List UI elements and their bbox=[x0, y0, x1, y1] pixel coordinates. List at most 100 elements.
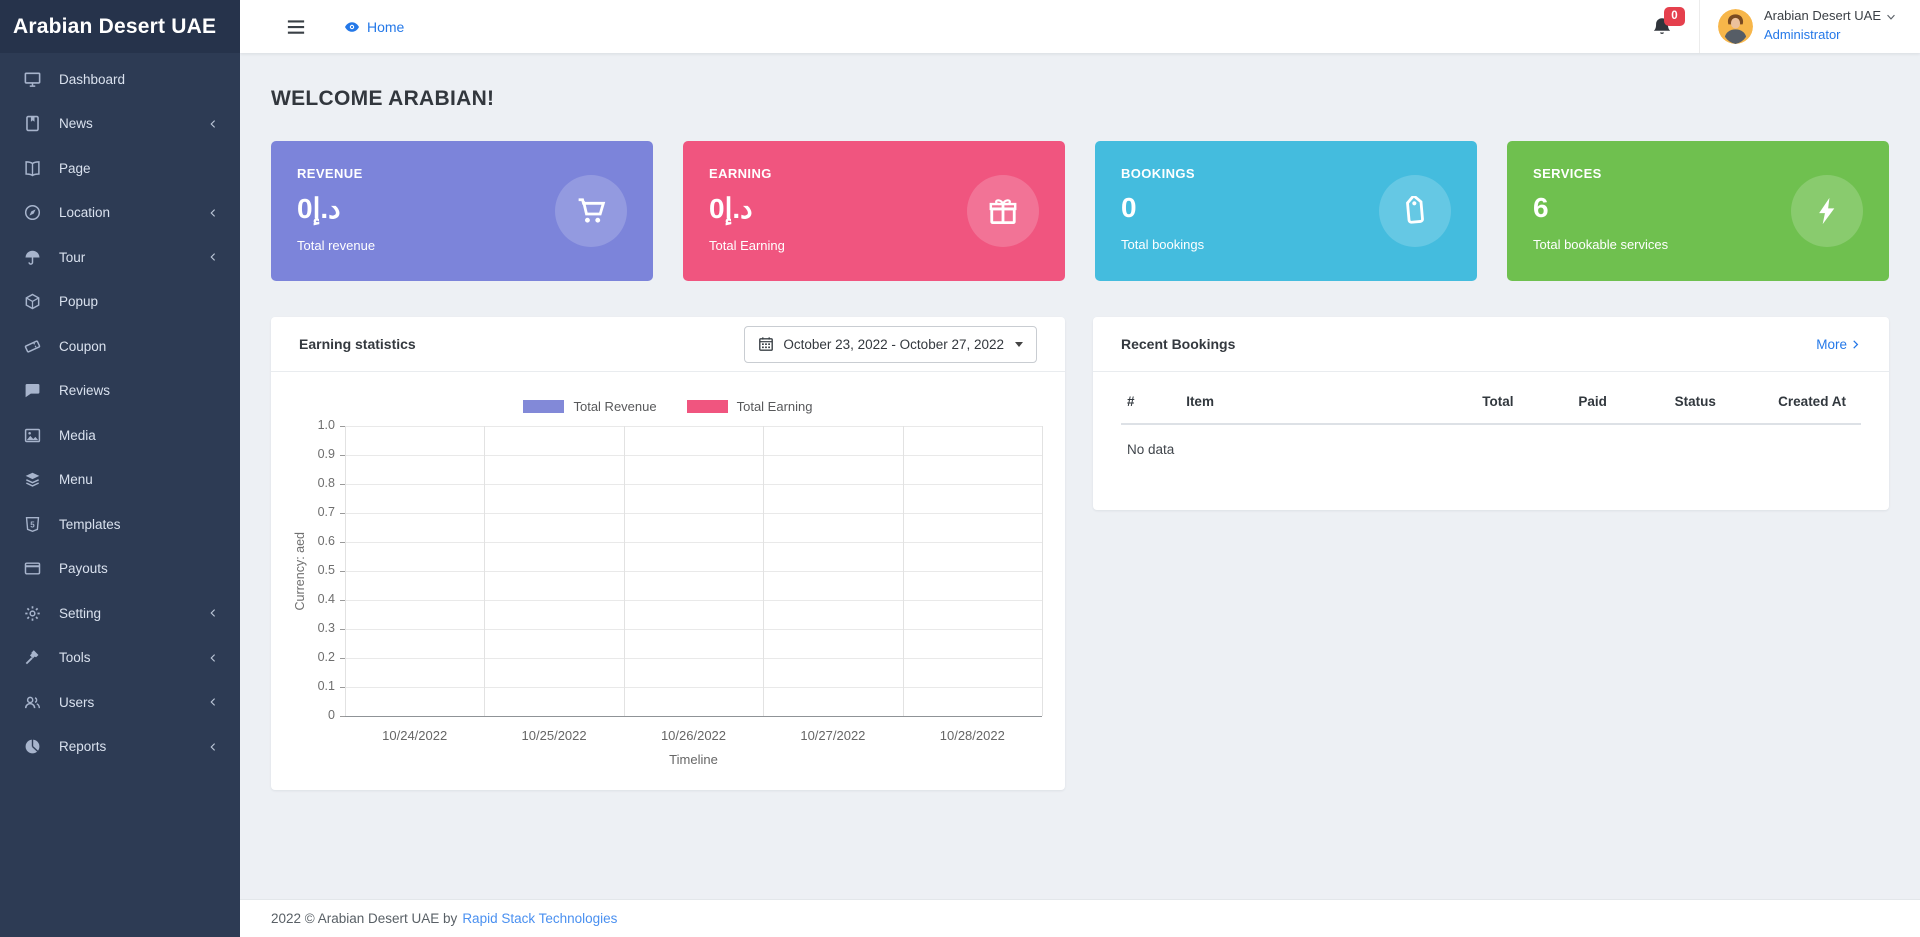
sidebar-item-label: Tour bbox=[59, 249, 86, 265]
bolt-icon bbox=[1791, 175, 1863, 247]
credit-card-icon bbox=[24, 560, 41, 577]
footer: 2022 © Arabian Desert UAE by Rapid Stack… bbox=[240, 899, 1920, 937]
chart-gridline-h bbox=[345, 513, 1042, 514]
chart-gridline-h bbox=[345, 542, 1042, 543]
sidebar-item-popup[interactable]: Popup bbox=[0, 280, 240, 325]
footer-copyright: 2022 © Arabian Desert UAE by bbox=[271, 911, 458, 926]
bookings-panel-title: Recent Bookings bbox=[1121, 336, 1236, 352]
legend-item-total-revenue: Total Revenue bbox=[523, 399, 657, 414]
user-menu[interactable]: Arabian Desert UAE Administrator bbox=[1700, 8, 1920, 44]
footer-vendor-link[interactable]: Rapid Stack Technologies bbox=[462, 911, 618, 926]
sidebar-item-label: Menu bbox=[59, 472, 93, 488]
legend-label: Total Earning bbox=[736, 399, 813, 414]
monitor-icon bbox=[24, 71, 41, 88]
sidebar-item-reviews[interactable]: Reviews bbox=[0, 369, 240, 414]
notifications-button[interactable]: 0 bbox=[1651, 6, 1685, 38]
stat-card-subtitle: Total revenue bbox=[297, 238, 376, 253]
chart-gridline-h bbox=[345, 629, 1042, 630]
stat-card-bookings[interactable]: BOOKINGS 0 Total bookings bbox=[1095, 141, 1477, 281]
news-icon bbox=[24, 115, 41, 132]
stat-card-earning[interactable]: EARNING د.إ0 Total Earning bbox=[683, 141, 1065, 281]
chart-gridline-h bbox=[345, 687, 1042, 688]
chart-ytick bbox=[340, 513, 345, 514]
sidebar-item-setting[interactable]: Setting bbox=[0, 591, 240, 636]
stat-card-value: 6 bbox=[1533, 192, 1549, 223]
chart-gridline-v bbox=[623, 426, 625, 716]
bookings-table-header-row: # Item Total Paid Status Created At bbox=[1121, 378, 1861, 425]
breadcrumb[interactable]: Home bbox=[344, 19, 404, 35]
sidebar-item-menu[interactable]: Menu bbox=[0, 458, 240, 503]
sidebar-item-tour[interactable]: Tour bbox=[0, 235, 240, 280]
user-name: Arabian Desert UAE bbox=[1763, 8, 1881, 24]
stat-card-subtitle: Total bookings bbox=[1121, 237, 1205, 252]
more-link-label: More bbox=[1816, 336, 1847, 352]
chart-gridline-h bbox=[345, 571, 1042, 572]
sidebar-item-location[interactable]: Location bbox=[0, 191, 240, 236]
more-link[interactable]: More bbox=[1816, 337, 1861, 352]
sidebar-item-coupon[interactable]: Coupon bbox=[0, 324, 240, 369]
chart-ytick bbox=[340, 571, 345, 572]
sidebar-item-users[interactable]: Users bbox=[0, 680, 240, 725]
image-icon bbox=[24, 427, 41, 444]
chart-plot-area: 0 0.1 0.2 0.3 0.4 0.5 0.6 0.7 0.8 0.9 1.0 10/24/202… bbox=[293, 418, 1043, 767]
sidebar-item-page[interactable]: Page bbox=[0, 146, 240, 191]
users-icon bbox=[24, 694, 41, 711]
sidebar-item-label: Coupon bbox=[59, 338, 107, 354]
chart-legend: Total Revenue Total Earning bbox=[271, 399, 1065, 414]
sidebar-item-dashboard[interactable]: Dashboard bbox=[0, 57, 240, 102]
avatar[interactable] bbox=[1717, 9, 1753, 44]
eye-icon bbox=[344, 19, 360, 35]
chart-ytick-label: 0.9 bbox=[317, 447, 335, 461]
sidebar-item-label: Payouts bbox=[59, 561, 108, 577]
stat-card-title: EARNING bbox=[709, 166, 772, 181]
earning-statistics-panel: Earning statistics October 23, 2022 - Oc… bbox=[271, 317, 1065, 790]
chart-gridline-v bbox=[902, 426, 904, 716]
sidebar-item-label: Users bbox=[59, 694, 95, 710]
chart-gridline-h bbox=[345, 426, 1042, 427]
sidebar-item-label: Popup bbox=[59, 294, 99, 310]
chart-gridline-h bbox=[345, 716, 1042, 717]
bookings-col-total: Total bbox=[1476, 378, 1573, 425]
page-title: WELCOME ARABIAN! bbox=[271, 87, 495, 110]
tools-icon bbox=[24, 649, 41, 666]
sidebar-item-label: Templates bbox=[59, 516, 121, 532]
stat-card-subtitle: Total Earning bbox=[709, 238, 785, 253]
sidebar-item-news[interactable]: News bbox=[0, 102, 240, 147]
sidebar-item-templates[interactable]: 5 Templates bbox=[0, 502, 240, 547]
sidebar-item-tools[interactable]: Tools bbox=[0, 636, 240, 681]
legend-swatch bbox=[686, 400, 728, 413]
stat-card-title: SERVICES bbox=[1533, 166, 1602, 181]
legend-item-total-earning: Total Earning bbox=[686, 399, 813, 414]
stat-card-services[interactable]: SERVICES 6 Total bookable services bbox=[1507, 141, 1889, 281]
chart-ytick bbox=[340, 600, 345, 601]
main-content: WELCOME ARABIAN! REVENUE د.إ0 Total revenu… bbox=[240, 53, 1920, 937]
breadcrumb-home-link[interactable]: Home bbox=[367, 18, 405, 35]
sidebar-item-label: Dashboard bbox=[59, 71, 126, 87]
bookings-table-wrap: # Item Total Paid Status Created At No data bbox=[1093, 372, 1889, 496]
brand-logo[interactable]: Arabian Desert UAE bbox=[0, 0, 240, 53]
chart-xtick-label: 10/27/2022 bbox=[800, 728, 866, 743]
bookings-table: # Item Total Paid Status Created At No data bbox=[1121, 378, 1861, 474]
chart-ytick-label: 0.2 bbox=[317, 650, 335, 664]
stat-card-title: BOOKINGS bbox=[1121, 166, 1195, 181]
legend-swatch bbox=[523, 400, 565, 413]
earning-panel-title: Earning statistics bbox=[299, 336, 416, 352]
sidebar-item-payouts[interactable]: Payouts bbox=[0, 547, 240, 592]
chart-ytick-label: 0.5 bbox=[317, 563, 335, 577]
user-role-link[interactable]: Administrator bbox=[1763, 26, 1841, 42]
chart-ytick-label: 1.0 bbox=[317, 418, 335, 432]
sidebar-item-label: Page bbox=[59, 160, 91, 176]
chart-ytick-label: 0.3 bbox=[317, 621, 335, 635]
chart-ytick-label: 0.7 bbox=[317, 505, 335, 519]
tag-icon bbox=[1379, 175, 1451, 247]
date-range-picker[interactable]: October 23, 2022 - October 27, 2022 bbox=[744, 325, 1037, 363]
sidebar-item-label: Setting bbox=[59, 605, 102, 621]
chart-xtick-label: 10/28/2022 bbox=[939, 728, 1005, 743]
sidebar-item-media[interactable]: Media bbox=[0, 413, 240, 458]
sidebar-toggle-icon[interactable] bbox=[286, 17, 306, 37]
stat-card-revenue[interactable]: REVENUE د.إ0 Total revenue bbox=[271, 141, 653, 281]
template-icon: 5 bbox=[24, 516, 41, 533]
umbrella-icon bbox=[24, 249, 41, 266]
sidebar-item-reports[interactable]: Reports bbox=[0, 725, 240, 770]
stat-card-title: REVENUE bbox=[297, 166, 363, 181]
